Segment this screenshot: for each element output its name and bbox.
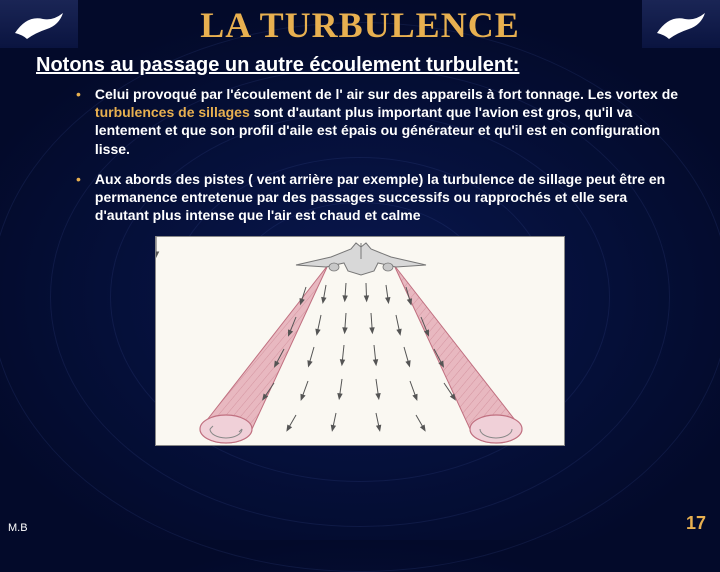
bullet-2-text: Aux abords des pistes ( vent arrière par… <box>95 170 684 225</box>
airplane-icon <box>296 243 426 275</box>
page-number: 17 <box>686 513 706 534</box>
highlight-text: turbulences de sillages <box>95 104 250 120</box>
footer-author: M.B <box>8 522 28 534</box>
bullet-2: • Aux abords des pistes ( vent arrière p… <box>76 170 684 225</box>
logo-right <box>642 0 720 48</box>
logo-left <box>0 0 78 48</box>
wake-turbulence-diagram <box>155 236 565 446</box>
bullet-1: • Celui provoqué par l'écoulement de l' … <box>76 85 684 158</box>
bullet-mark-icon: • <box>76 85 81 158</box>
subtitle: Notons au passage un autre écoulement tu… <box>36 54 692 77</box>
slide-content: Notons au passage un autre écoulement tu… <box>0 46 720 446</box>
bullet-1-text: Celui provoqué par l'écoulement de l' ai… <box>95 85 684 158</box>
slide-title: LA TURBULENCE <box>0 4 720 46</box>
slide-header: LA TURBULENCE <box>0 0 720 46</box>
bullet-mark-icon: • <box>76 170 81 225</box>
